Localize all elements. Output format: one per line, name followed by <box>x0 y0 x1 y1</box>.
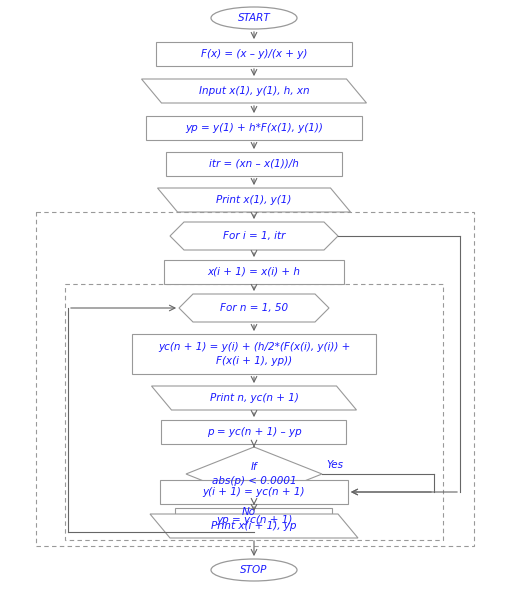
Text: If
abs(p) < 0.0001: If abs(p) < 0.0001 <box>212 462 296 486</box>
Text: y(i + 1) = yc(n + 1): y(i + 1) = yc(n + 1) <box>203 487 305 497</box>
Text: Print n, yc(n + 1): Print n, yc(n + 1) <box>210 393 298 403</box>
Ellipse shape <box>211 7 297 29</box>
FancyBboxPatch shape <box>132 334 376 374</box>
Text: STOP: STOP <box>240 565 268 575</box>
Polygon shape <box>170 222 338 250</box>
Text: No: No <box>242 507 256 517</box>
Polygon shape <box>157 188 351 212</box>
Text: START: START <box>238 13 270 23</box>
FancyBboxPatch shape <box>176 508 332 532</box>
Text: yc(n + 1) = y(i) + (h/2*(F(x(i), y(i)) +
F(x(i + 1), yp)): yc(n + 1) = y(i) + (h/2*(F(x(i), y(i)) +… <box>158 343 350 365</box>
Ellipse shape <box>211 559 297 581</box>
FancyBboxPatch shape <box>146 116 362 140</box>
Text: Print x(i + 1), yp: Print x(i + 1), yp <box>211 521 297 531</box>
Text: yp = yc(n + 1): yp = yc(n + 1) <box>216 515 292 525</box>
Polygon shape <box>152 386 356 410</box>
Polygon shape <box>179 294 329 322</box>
FancyBboxPatch shape <box>156 42 352 66</box>
Text: x(i + 1) = x(i) + h: x(i + 1) = x(i) + h <box>208 267 300 277</box>
Text: itr = (xn – x(1))/h: itr = (xn – x(1))/h <box>209 159 299 169</box>
Polygon shape <box>142 79 366 103</box>
FancyBboxPatch shape <box>164 260 344 284</box>
Text: For n = 1, 50: For n = 1, 50 <box>220 303 288 313</box>
Polygon shape <box>150 514 358 538</box>
Polygon shape <box>186 447 322 501</box>
Text: For i = 1, itr: For i = 1, itr <box>223 231 285 241</box>
FancyBboxPatch shape <box>166 152 342 176</box>
Text: yp = y(1) + h*F(x(1), y(1)): yp = y(1) + h*F(x(1), y(1)) <box>185 123 323 133</box>
Text: Yes: Yes <box>326 460 343 470</box>
Text: Print x(1), y(1): Print x(1), y(1) <box>216 195 292 205</box>
FancyBboxPatch shape <box>160 480 348 504</box>
Text: Input x(1), y(1), h, xn: Input x(1), y(1), h, xn <box>199 86 309 96</box>
Text: F(x) = (x – y)/(x + y): F(x) = (x – y)/(x + y) <box>201 49 307 59</box>
FancyBboxPatch shape <box>161 420 347 444</box>
Text: p = yc(n + 1) – yp: p = yc(n + 1) – yp <box>207 427 301 437</box>
